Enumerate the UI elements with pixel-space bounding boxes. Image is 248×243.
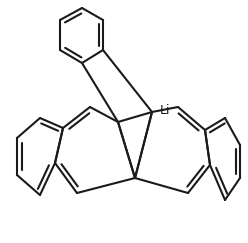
Text: Li: Li bbox=[160, 104, 171, 116]
